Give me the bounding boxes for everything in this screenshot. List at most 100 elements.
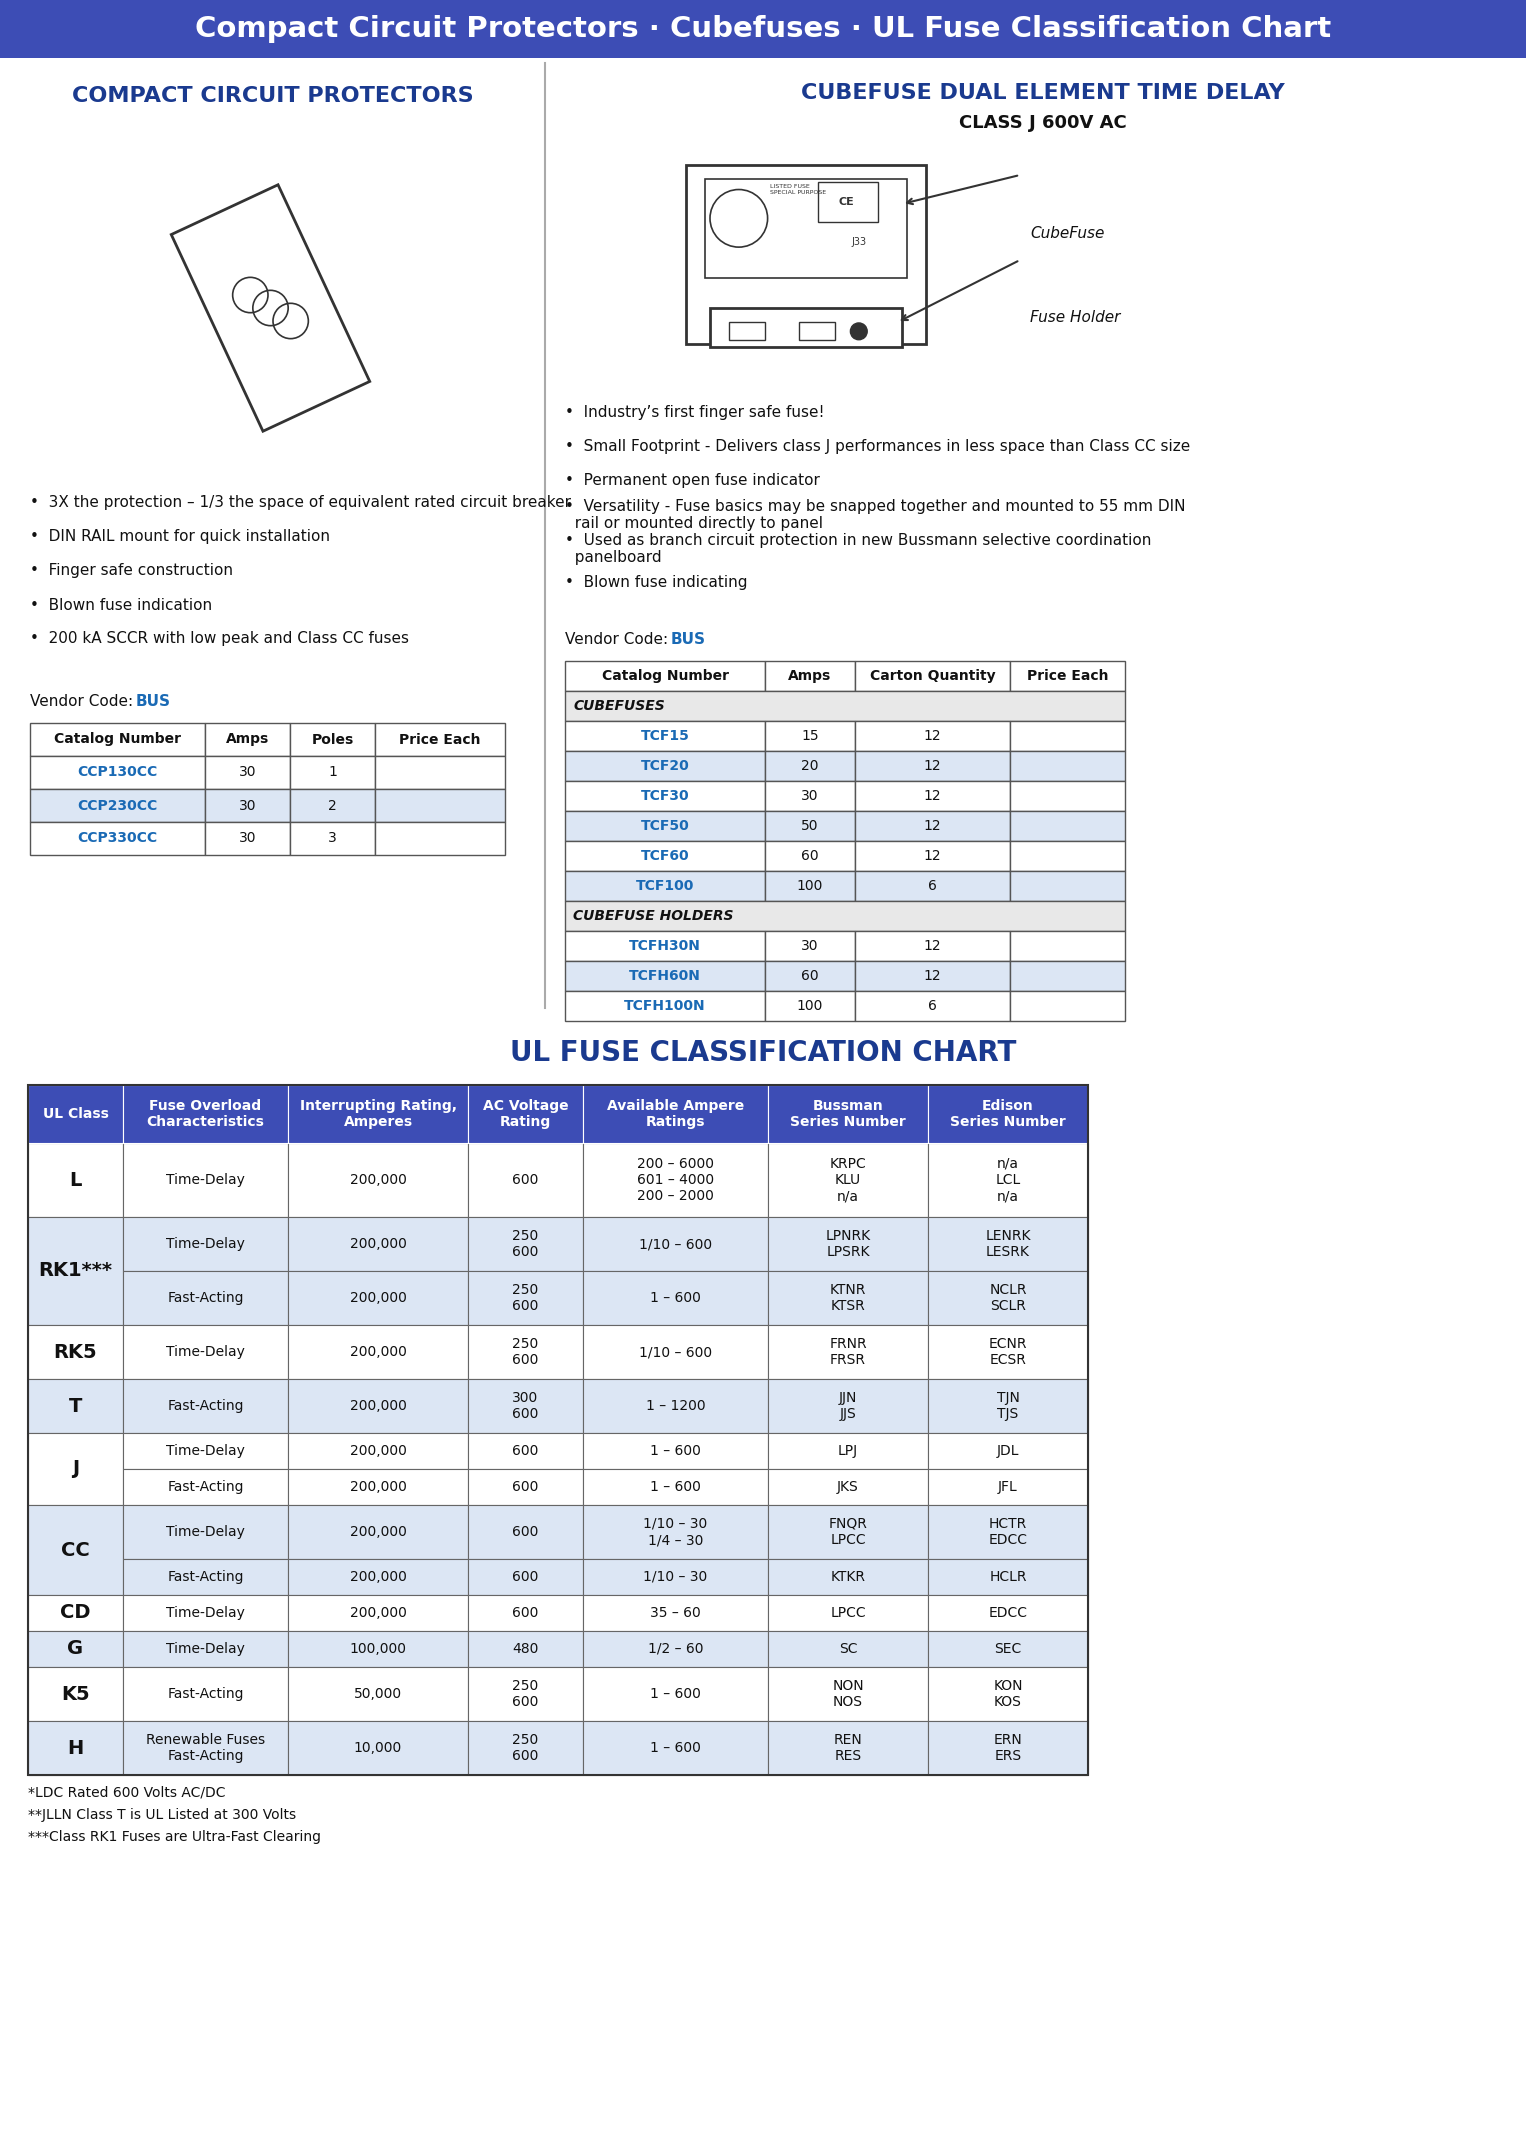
Bar: [288, 1272, 468, 1326]
Bar: [288, 1631, 468, 1668]
Text: 200,000: 200,000: [349, 1345, 406, 1360]
Bar: [768, 1272, 928, 1326]
Bar: [765, 932, 855, 962]
Bar: [124, 1595, 288, 1631]
Text: LISTED FUSE
SPECIAL PURPOSE: LISTED FUSE SPECIAL PURPOSE: [771, 185, 826, 196]
Bar: [768, 1595, 928, 1631]
Text: 600: 600: [513, 1571, 539, 1584]
Bar: [1010, 872, 1125, 902]
Bar: [204, 822, 290, 854]
Text: 200,000: 200,000: [349, 1605, 406, 1620]
Text: 12: 12: [923, 760, 942, 773]
Text: TCF30: TCF30: [641, 790, 690, 803]
Text: 30: 30: [238, 831, 256, 846]
Bar: [768, 1143, 928, 1218]
Text: Vendor Code:: Vendor Code:: [31, 693, 137, 708]
Text: 200,000: 200,000: [349, 1291, 406, 1304]
Text: 12: 12: [923, 790, 942, 803]
Bar: [124, 1631, 288, 1668]
Bar: [290, 755, 375, 790]
Bar: [468, 1326, 583, 1379]
Text: •  Industry’s first finger safe fuse!: • Industry’s first finger safe fuse!: [565, 405, 824, 420]
Bar: [765, 841, 855, 872]
Text: ERN
ERS: ERN ERS: [993, 1732, 1022, 1762]
Bar: [583, 1085, 768, 1143]
Text: TCF20: TCF20: [641, 760, 690, 773]
Text: 1: 1: [328, 766, 337, 779]
Bar: [768, 1433, 928, 1470]
Bar: [375, 755, 505, 790]
Text: KTNR
KTSR: KTNR KTSR: [830, 1283, 867, 1313]
Bar: [288, 1379, 468, 1433]
Bar: [583, 1722, 768, 1775]
Text: HCTR
EDCC: HCTR EDCC: [989, 1517, 1027, 1547]
Text: •  Used as branch circuit protection in new Bussmann selective coordination
  pa: • Used as branch circuit protection in n…: [565, 534, 1152, 566]
Bar: [818, 183, 877, 222]
Bar: [583, 1272, 768, 1326]
Text: 200,000: 200,000: [349, 1237, 406, 1250]
Bar: [468, 1085, 583, 1143]
Text: LPJ: LPJ: [838, 1444, 858, 1459]
Text: ***Class RK1 Fuses are Ultra-Fast Clearing: ***Class RK1 Fuses are Ultra-Fast Cleari…: [27, 1829, 320, 1844]
Bar: [27, 1504, 124, 1595]
Text: Fast-Acting: Fast-Acting: [168, 1399, 244, 1414]
Text: 20: 20: [801, 760, 819, 773]
Bar: [765, 661, 855, 691]
Bar: [687, 164, 926, 344]
Text: K5: K5: [61, 1685, 90, 1704]
Bar: [583, 1379, 768, 1433]
Text: 600: 600: [513, 1173, 539, 1188]
Bar: [710, 308, 902, 346]
Bar: [0, 58, 1526, 1014]
Text: •  200 kA SCCR with low peak and Class CC fuses: • 200 kA SCCR with low peak and Class CC…: [31, 631, 409, 646]
Text: 1/10 – 30
1/4 – 30: 1/10 – 30 1/4 – 30: [644, 1517, 708, 1547]
Bar: [27, 1379, 124, 1433]
Text: 300
600: 300 600: [513, 1390, 539, 1420]
Bar: [468, 1470, 583, 1504]
Text: TCF50: TCF50: [641, 820, 690, 833]
Text: TCFH60N: TCFH60N: [629, 968, 700, 983]
Bar: [468, 1143, 583, 1218]
Text: G: G: [67, 1640, 84, 1659]
Bar: [290, 790, 375, 822]
Text: •  Versatility - Fuse basics may be snapped together and mounted to 55 mm DIN
  : • Versatility - Fuse basics may be snapp…: [565, 499, 1186, 532]
Text: •  Blown fuse indicating: • Blown fuse indicating: [565, 575, 748, 590]
Bar: [124, 1143, 288, 1218]
Text: 250
600: 250 600: [513, 1732, 539, 1762]
Text: •  Permanent open fuse indicator: • Permanent open fuse indicator: [565, 473, 819, 489]
Text: 250
600: 250 600: [513, 1229, 539, 1259]
Text: 250
600: 250 600: [513, 1679, 539, 1709]
Bar: [468, 1379, 583, 1433]
Bar: [855, 721, 1010, 751]
Text: 1 – 600: 1 – 600: [650, 1741, 700, 1756]
Text: 1/2 – 60: 1/2 – 60: [647, 1642, 703, 1657]
Text: Price Each: Price Each: [1027, 669, 1108, 682]
Bar: [928, 1722, 1088, 1775]
Text: 30: 30: [801, 790, 819, 803]
Bar: [468, 1722, 583, 1775]
Bar: [583, 1558, 768, 1595]
Text: 60: 60: [801, 850, 819, 863]
Bar: [768, 1379, 928, 1433]
Text: TCFH100N: TCFH100N: [624, 999, 707, 1014]
Bar: [204, 790, 290, 822]
Text: LPCC: LPCC: [830, 1605, 865, 1620]
Text: Poles: Poles: [311, 732, 354, 747]
Bar: [124, 1085, 288, 1143]
Bar: [768, 1326, 928, 1379]
Text: EDCC: EDCC: [989, 1605, 1027, 1620]
Bar: [290, 822, 375, 854]
Bar: [855, 962, 1010, 992]
Text: 12: 12: [923, 850, 942, 863]
Bar: [855, 841, 1010, 872]
Bar: [27, 1722, 124, 1775]
Bar: [583, 1218, 768, 1272]
Bar: [468, 1631, 583, 1668]
Bar: [768, 1470, 928, 1504]
Text: CCP130CC: CCP130CC: [78, 766, 157, 779]
Text: Carton Quantity: Carton Quantity: [870, 669, 995, 682]
Text: CE: CE: [839, 198, 855, 207]
Text: 100: 100: [797, 878, 823, 893]
Text: TCF100: TCF100: [636, 878, 694, 893]
Text: AC Voltage
Rating: AC Voltage Rating: [482, 1100, 568, 1130]
